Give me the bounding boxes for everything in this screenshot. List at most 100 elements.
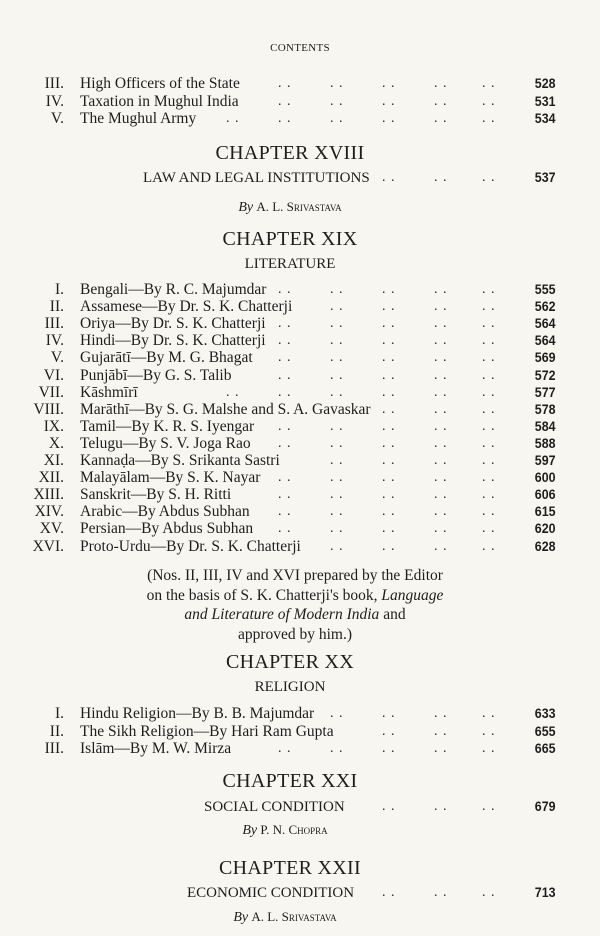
chapter-xix-title: LITERATURE xyxy=(244,256,336,272)
dot-leader: . . xyxy=(482,111,496,126)
dot-leader: . . xyxy=(382,435,396,451)
section-number: IV. xyxy=(45,92,64,110)
section-number: II. xyxy=(49,298,64,316)
section-title: The Mughul Army xyxy=(80,110,197,127)
toc-entry: XVI. Proto-Urdu—By Dr. S. K. Chatterji 628… xyxy=(0,538,600,556)
section-title: Hindu Religion—By B. B. Majumdar xyxy=(80,705,315,722)
page-number: 569 xyxy=(535,350,556,366)
toc-entry: XIV. Arabic—By Abdus Subhan 615 . . . . . . . … xyxy=(0,503,600,521)
dot-leader: . . xyxy=(482,435,496,451)
dot-leader: . . xyxy=(434,316,448,332)
toc-entry: IV. Taxation in Mughul India 531 . . . . . ..… xyxy=(0,93,600,111)
section-number: VII. xyxy=(38,383,64,401)
book-title-part: Language xyxy=(381,586,444,604)
dot-leader: . . xyxy=(434,367,448,383)
section-number: IV. xyxy=(45,332,64,350)
chapter-title: LAW AND LEGAL INSTITUTIONS xyxy=(143,170,370,186)
dot-leader: . . xyxy=(382,401,396,417)
note-text: and xyxy=(383,606,406,623)
section-number: XI. xyxy=(43,452,64,469)
dot-leader: . . xyxy=(434,93,448,109)
by-label: By xyxy=(238,200,254,215)
dot-leader: . . xyxy=(434,487,448,503)
section-title: High Officers of the State xyxy=(80,75,240,92)
section-title: Kāshmīrī xyxy=(80,383,138,401)
dot-leader: . . xyxy=(226,111,240,126)
dot-leader: . . xyxy=(330,706,344,721)
dot-leader: . . xyxy=(330,470,344,486)
note-line: on the basis of S. K. Chatterji's book, … xyxy=(0,586,590,606)
section-number: VI. xyxy=(43,366,64,384)
dot-leader: . . xyxy=(482,741,496,756)
toc-entry: IV. Hindi—By Dr. S. K. Chatterji 564 . . . .… xyxy=(0,332,600,350)
dot-leader: . . xyxy=(330,316,344,332)
dot-leader: . . xyxy=(434,470,448,486)
page-number: 528 xyxy=(535,76,556,91)
dot-leader: . . xyxy=(278,316,292,332)
dot-leader: . . xyxy=(382,299,396,315)
book-title-part: and Literature of Modern India xyxy=(184,606,380,623)
dot-leader: . . xyxy=(482,401,496,417)
author-name: A. L. Srivastava xyxy=(251,909,337,924)
dot-leader: . . xyxy=(278,741,292,756)
section-title: The Sikh Religion—By Hari Ram Gupta xyxy=(80,722,334,740)
toc-entry: XIII. Sanskrit—By S. H. Ritti 606 . . . . . .… xyxy=(0,486,600,504)
section-title: Persian—By Abdus Subhan xyxy=(80,520,254,538)
page-number: 537 xyxy=(535,170,556,185)
dot-leader: . . xyxy=(278,435,292,451)
toc-entry: XII. Malayālam—By S. K. Nayar 600 . . . . . .… xyxy=(0,469,600,487)
dot-leader: . . xyxy=(482,282,496,297)
section-number: I. xyxy=(54,281,64,298)
dot-leader: . . xyxy=(382,170,396,185)
toc-entry: V. Gujarātī—By M. G. Bhagat 569 . . . . . . . … xyxy=(0,349,600,367)
section-title: Hindi—By Dr. S. K. Chatterji xyxy=(80,332,266,350)
dot-leader: . . xyxy=(434,723,448,739)
section-number: V. xyxy=(50,110,64,127)
dot-leader: . . xyxy=(278,504,292,520)
page-number: 572 xyxy=(535,367,556,383)
dot-leader: . . xyxy=(278,93,292,109)
section-number: III. xyxy=(44,315,64,333)
page-number: 564 xyxy=(535,316,556,332)
dot-leader: . . xyxy=(226,384,240,400)
chapter-xviii-title-row: LAW AND LEGAL INSTITUTIONS 537 . . . . . . xyxy=(0,169,600,187)
dot-leader: . . xyxy=(330,282,344,297)
chapter-xviii-author: By A. L. Srivastava xyxy=(0,199,580,216)
chapter-xxii-heading: CHAPTER XXII xyxy=(219,857,361,879)
toc-entry: II. The Sikh Religion—By Hari Ram Gupta 65… xyxy=(0,723,600,741)
by-label: By xyxy=(242,823,258,838)
dot-leader: . . xyxy=(434,706,448,721)
page-number: 600 xyxy=(535,470,556,486)
dot-leader: . . xyxy=(434,111,448,126)
dot-leader: . . xyxy=(482,367,496,383)
dot-leader: . . xyxy=(382,111,396,126)
page-number: 628 xyxy=(535,538,556,554)
section-title: Arabic—By Abdus Subhan xyxy=(80,503,250,521)
section-number: IX. xyxy=(43,417,64,435)
dot-leader: . . xyxy=(330,741,344,756)
chapter-xx-title: RELIGION xyxy=(254,679,326,695)
dot-leader: . . xyxy=(434,418,448,434)
section-number: I. xyxy=(54,705,64,722)
dot-leader: . . xyxy=(330,299,344,315)
dot-leader: . . xyxy=(434,170,448,185)
dot-leader: . . xyxy=(278,111,292,126)
dot-leader: . . xyxy=(482,316,496,332)
section-title: Islām—By M. W. Mirza xyxy=(80,740,232,757)
toc-entry: VII. Kāshmīrī 577 . . . . . . . . . . . . xyxy=(0,384,600,402)
page-number: 665 xyxy=(535,741,556,756)
dot-leader: . . xyxy=(434,384,448,400)
dot-leader: . . xyxy=(382,504,396,520)
page-number: 578 xyxy=(535,401,556,417)
section-number: XIII. xyxy=(33,486,64,504)
section-title: Kannaḍa—By S. Srikanta Sastri xyxy=(80,452,280,469)
section-title: Oriya—By Dr. S. K. Chatterji xyxy=(80,315,266,333)
dot-leader: . . xyxy=(482,299,496,315)
dot-leader: . . xyxy=(482,723,496,739)
chapter-xxii-author: By A. L. Srivastava xyxy=(0,909,575,926)
dot-leader: . . xyxy=(434,76,448,91)
note-line: (Nos. II, III, IV and XVI prepared by th… xyxy=(147,567,443,584)
dot-leader: . . xyxy=(482,350,496,366)
dot-leader: . . xyxy=(434,504,448,520)
dot-leader: . . xyxy=(482,453,496,468)
